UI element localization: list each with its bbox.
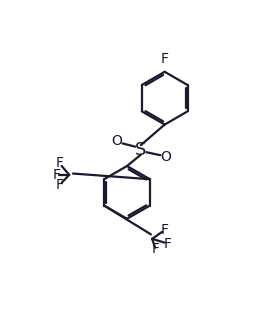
- Text: F: F: [152, 242, 160, 256]
- Text: F: F: [161, 223, 169, 237]
- Text: F: F: [52, 168, 60, 182]
- Text: F: F: [163, 237, 171, 251]
- Text: F: F: [56, 178, 64, 192]
- Text: O: O: [161, 150, 171, 164]
- Text: S: S: [135, 141, 147, 159]
- Text: O: O: [112, 134, 122, 148]
- Text: F: F: [56, 157, 64, 170]
- Text: F: F: [161, 52, 169, 66]
